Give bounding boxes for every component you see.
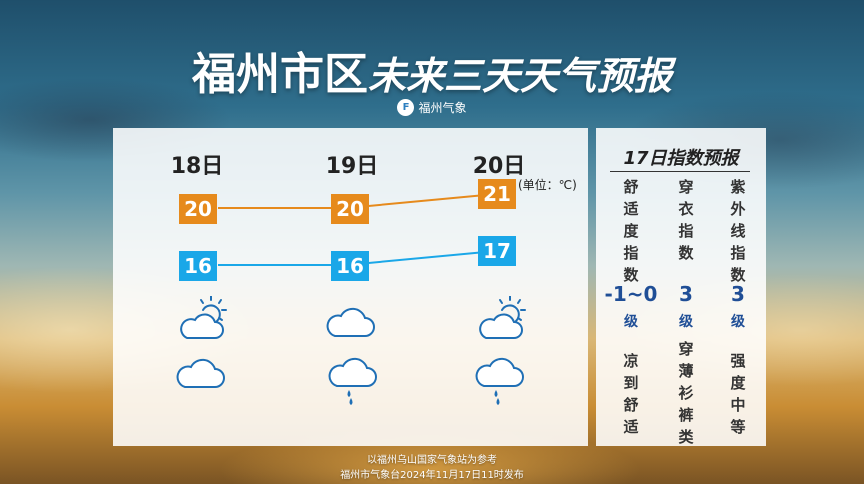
brand-logo-icon: F	[397, 99, 415, 116]
cloudy-icon	[176, 358, 225, 388]
index-desc: 穿薄衫裤类	[678, 340, 694, 446]
index-name: 穿衣指数	[678, 178, 694, 262]
index-name: 舒适度指数	[623, 178, 639, 284]
index-name: 紫外线指数	[730, 178, 746, 284]
forecast-panel: 18日 19日 20日 (单位：℃) 20 20 21 16 16 17	[113, 128, 588, 446]
low-temp-badge: 17	[478, 236, 516, 266]
brand-name: 福州气象	[418, 101, 467, 115]
light-rain-icon	[475, 357, 524, 405]
index-title-underline	[610, 171, 750, 172]
index-desc: 强度中等	[727, 350, 749, 436]
low-temp-badge: 16	[179, 251, 217, 281]
index-desc: 凉到舒适	[623, 352, 639, 436]
index-panel: 17日指数预报 舒适度指数 穿衣指数 紫外线指数 -1~0 3 3 级 级 级 …	[596, 128, 766, 446]
light-rain-icon	[328, 357, 377, 405]
footer-issued: 福州市气象台2024年11月17日11时发布	[340, 470, 524, 481]
index-title: 17日指数预报	[623, 148, 739, 169]
title-main: 福州市区	[191, 49, 368, 100]
index-value: -1~0	[604, 282, 658, 306]
index-level: 级	[679, 314, 693, 330]
cloudy-icon	[326, 307, 375, 337]
high-temp-badge: 21	[478, 179, 516, 209]
unit-label: (单位：℃)	[518, 178, 577, 192]
index-value: 3	[731, 282, 745, 306]
index-level: 级	[624, 314, 638, 330]
index-desc-text: 强度中等	[730, 352, 746, 436]
index-value: 3	[679, 282, 693, 306]
page-title: 福州市区未来三天天气预报	[0, 38, 864, 102]
day-label: 19日	[325, 154, 379, 179]
index-level: 级	[731, 314, 745, 330]
day-label: 20日	[472, 154, 526, 179]
partly-cloudy-sun-icon	[180, 296, 227, 339]
high-temp-badge: 20	[179, 194, 217, 224]
low-temp-badge: 16	[331, 251, 369, 281]
footer-reference: 以福州乌山国家气象站为参考	[367, 455, 497, 466]
title-sub: 未来三天天气预报	[367, 54, 672, 98]
high-temp-badge: 20	[331, 194, 369, 224]
day-label: 18日	[170, 154, 224, 179]
partly-cloudy-sun-icon	[479, 296, 526, 339]
brand: F 福州气象	[0, 99, 864, 116]
